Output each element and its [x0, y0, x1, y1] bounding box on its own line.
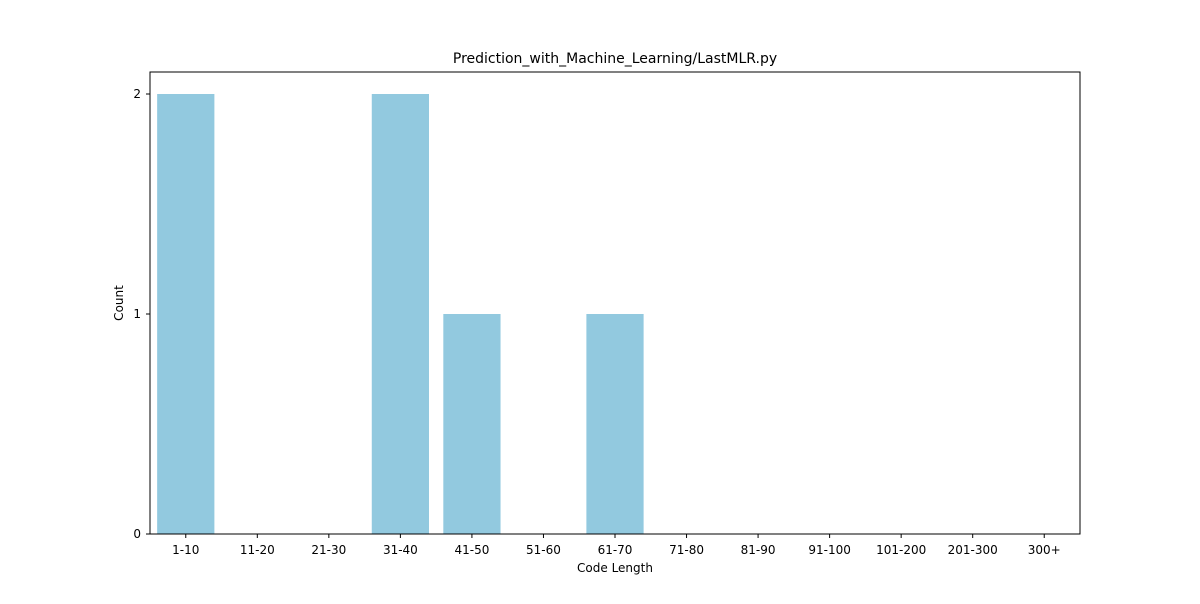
x-tick-label: 71-80 [669, 543, 704, 557]
x-tick-label: 300+ [1028, 543, 1061, 557]
bar-31-40 [371, 94, 429, 534]
chart-title: Prediction_with_Machine_Learning/LastMLR… [453, 51, 777, 67]
x-tick-label: 91-100 [808, 543, 851, 557]
bars-group [157, 94, 644, 534]
y-tick-label: 2 [133, 87, 141, 101]
x-tick-label: 31-40 [383, 543, 418, 557]
y-tick-label: 1 [133, 307, 141, 321]
x-tick-label: 21-30 [311, 543, 346, 557]
x-tick-label: 81-90 [741, 543, 776, 557]
x-axis-label: Code Length [577, 561, 653, 575]
bar-41-50 [443, 314, 501, 534]
y-tick-label: 0 [133, 527, 141, 541]
x-tick-label: 51-60 [526, 543, 561, 557]
x-axis: 1-10 11-20 21-30 31-40 41-50 51-60 61-70 71-80 8… [172, 534, 1061, 557]
x-tick-label: 1-10 [172, 543, 199, 557]
x-tick-label: 201-300 [948, 543, 998, 557]
y-axis-label: Count [112, 285, 126, 321]
x-tick-label: 41-50 [454, 543, 489, 557]
x-tick-label: 61-70 [598, 543, 633, 557]
plot-area-frame [149, 71, 1081, 535]
bar-1-10 [157, 94, 215, 534]
x-tick-label: 11-20 [240, 543, 275, 557]
y-axis: 0 1 2 [133, 87, 150, 541]
x-tick-label: 101-200 [876, 543, 926, 557]
bar-61-70 [586, 314, 644, 534]
